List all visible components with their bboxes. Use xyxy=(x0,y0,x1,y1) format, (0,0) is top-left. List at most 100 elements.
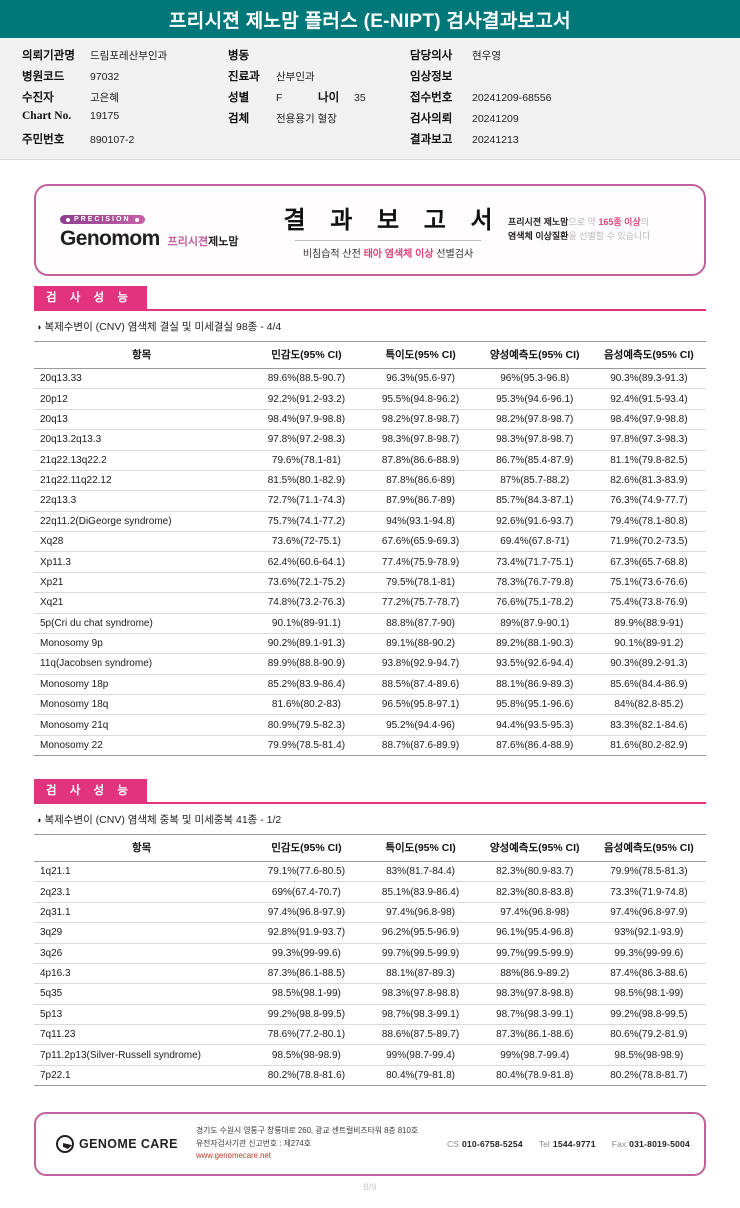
cell-value: 88.5%(87.4-89.6) xyxy=(363,674,478,696)
cell-value: 87.8%(86.6-89) xyxy=(363,470,478,492)
cell-value: 73.6%(72.1-75.2) xyxy=(249,572,364,594)
cell-value: 97.8%(97.2-98.3) xyxy=(249,429,364,451)
value-institution: 드림포레산부인과 xyxy=(90,50,168,62)
label-hospital-code: 병원코드 xyxy=(22,71,65,83)
cell-value: 96%(95.3-96.8) xyxy=(477,368,592,390)
table-row: 21q22.13q22.2 79.6%(78.1-81) 87.8%(86.6-88… xyxy=(34,450,706,471)
cell-value: 89.2%(88.1-90.3) xyxy=(477,633,592,655)
label-chart-no: Chart No. xyxy=(22,110,72,122)
cell-value: 62.4%(60.6-64.1) xyxy=(249,551,364,573)
cell-value: 93.5%(92.6-94.4) xyxy=(477,653,592,675)
table-row: 22q11.2(DiGeorge syndrome) 75.7%(74.1-77.… xyxy=(34,511,706,533)
cell-item: 21q22.13q22.2 xyxy=(34,450,250,471)
cell-value: 75.1%(73.6-76.6) xyxy=(591,572,706,594)
footer-address-line1: 경기도 수원시 영통구 창룡대로 260, 광교 센트럴비즈타워 8층 810호 xyxy=(196,1125,419,1135)
report-title-bar: 프리시젼 제노맘 플러스 (E-NIPT) 검사결과보고서 xyxy=(0,0,740,38)
table-header-row: 항목 민감도(95% CI) 특이도(95% CI) 양성예측도(95% CI)… xyxy=(34,341,706,369)
info-row-receipt-no: 접수번호 20241209-68556 xyxy=(410,89,720,110)
footer-card: GENOME CARE 경기도 수원시 영통구 창룡대로 260, 광교 센트럴… xyxy=(34,1112,706,1176)
cell-value: 79.6%(78.1-81) xyxy=(249,450,364,471)
cell-value: 72.7%(71.1-74.3) xyxy=(249,490,364,512)
section-deletions: 검 사 성 능 ◑ 복제수변이 (CNV) 염색체 결실 및 미세결실 98종 -… xyxy=(34,286,706,757)
cell-item: 3q29 xyxy=(34,922,250,944)
cell-value: 76.3%(74.9-77.7) xyxy=(591,490,706,512)
cell-value: 87.4%(86.3-88.6) xyxy=(591,963,706,985)
cell-value: 67.3%(65.7-68.8) xyxy=(591,551,706,573)
info-row-ward: 병동 xyxy=(228,47,410,68)
table-row: 5p13 99.2%(98.8-99.5) 98.7%(98.3-99.1) 98.7… xyxy=(34,1004,706,1026)
cell-value: 88.1%(87-89.3) xyxy=(363,963,478,985)
cell-value: 95.2%(94.4-96) xyxy=(363,714,478,736)
cell-value: 98.5%(98.1-99) xyxy=(591,983,706,1005)
cell-value: 95.8%(95.1-96.6) xyxy=(477,694,592,716)
cell-value: 85.6%(84.4-86.9) xyxy=(591,674,706,696)
cell-value: 97.8%(97.3-98.3) xyxy=(591,429,706,451)
side-note-disorder: 염색체 이상질환 xyxy=(508,231,569,241)
col-header-specificity: 특이도(95% CI) xyxy=(363,341,478,369)
cell-item: 5p13 xyxy=(34,1004,250,1026)
cell-value: 98.3%(97.8-98.8) xyxy=(363,983,478,1005)
cell-value: 98.5%(98-98.9) xyxy=(591,1044,706,1066)
cell-value: 90.1%(89-91.1) xyxy=(249,613,364,634)
cell-value: 99.2%(98.8-99.5) xyxy=(249,1004,364,1026)
cell-value: 90.3%(89.3-91.3) xyxy=(591,368,706,390)
footer-address-line2: 유전자검사기관 신고번호 : 제274호 xyxy=(196,1138,311,1148)
side-note-l1-light: 으로 약 xyxy=(568,217,599,228)
table-row: Monosomy 18p 85.2%(83.9-86.4) 88.5%(87.4-8… xyxy=(34,674,706,696)
badge-dot-right-icon xyxy=(134,217,139,222)
cell-value: 69.4%(67.8-71) xyxy=(477,531,592,553)
info-row-report-date: 결과보고 20241213 xyxy=(410,131,720,152)
cell-value: 99%(98.7-99.4) xyxy=(477,1044,592,1066)
cell-value: 73.6%(72-75.1) xyxy=(249,531,364,553)
label-patient-name: 수진자 xyxy=(22,92,54,104)
cell-value: 82.3%(80.8-83.8) xyxy=(477,881,592,903)
value-specimen: 전용용기 혈장 xyxy=(276,113,337,125)
cell-value: 87.9%(86.7-89) xyxy=(363,490,478,512)
col-header-sensitivity: 민감도(95% CI) xyxy=(249,341,364,369)
cell-item: Monosomy 21q xyxy=(34,714,250,736)
cell-value: 96.1%(95.4-96.8) xyxy=(477,922,592,944)
cell-value: 77.4%(75.9-78.9) xyxy=(363,551,478,573)
section-1-subtitle-row: ◑ 복제수변이 (CNV) 염색체 결실 및 미세결실 98종 - 4/4 xyxy=(36,319,706,334)
cell-item: 5q35 xyxy=(34,983,250,1005)
cell-value: 98.4%(97.9-98.8) xyxy=(591,409,706,431)
cell-value: 99.3%(99-99.6) xyxy=(249,943,364,964)
cell-value: 92.2%(91.2-93.2) xyxy=(249,388,364,410)
section-1-bullet-icon: ◑ xyxy=(36,322,42,332)
value-hospital-code: 97032 xyxy=(90,71,120,83)
value-receipt-no: 20241209-68556 xyxy=(472,92,552,104)
cell-value: 71.9%(70.2-73.5) xyxy=(591,531,706,553)
table-1-head: 항목 민감도(95% CI) 특이도(95% CI) 양성예측도(95% CI)… xyxy=(34,341,706,369)
section-2-subtitle-row: ◑ 복제수변이 (CNV) 염색체 중복 및 미세중복 41종 - 1/2 xyxy=(36,812,706,827)
cell-value: 79.4%(78.1-80.8) xyxy=(591,511,706,533)
footer-cs-value: 010-6758-5254 xyxy=(461,1139,523,1149)
label-institution: 의뢰기관명 xyxy=(22,50,75,62)
cell-value: 89.9%(88.9-91) xyxy=(591,613,706,634)
footer-website-link[interactable]: www.genomecare.net xyxy=(196,1151,271,1161)
cell-value: 93%(92.1-93.9) xyxy=(591,922,706,944)
cell-value: 93.8%(92.9-94.7) xyxy=(363,653,478,675)
cell-value: 98.7%(98.3-99.1) xyxy=(477,1004,592,1026)
cell-value: 81.6%(80.2-82.9) xyxy=(591,735,706,757)
cell-item: Monosomy 9p xyxy=(34,633,250,655)
info-row-department: 진료과 산부인과 xyxy=(228,68,410,89)
cell-item: Xp11.3 xyxy=(34,551,250,573)
cell-value: 79.9%(78.5-81.3) xyxy=(591,861,706,883)
patient-info-block: 의뢰기관명 드림포레산부인과 병원코드 97032 수진자 고은혜 Chart … xyxy=(0,38,740,160)
table-row: 22q13.3 72.7%(71.1-74.3) 87.9%(86.7-89) 85.… xyxy=(34,490,706,512)
cell-item: 5p(Cri du chat syndrome) xyxy=(34,613,250,634)
cell-item: 22q13.3 xyxy=(34,490,250,512)
cell-value: 76.6%(75.1-78.2) xyxy=(477,592,592,614)
section-2-subtitle: 복제수변이 (CNV) 염색체 중복 및 미세중복 41종 - 1/2 xyxy=(44,814,282,826)
cell-item: 20p12 xyxy=(34,388,250,410)
brand-name-korean: 프리시젼제노맘 xyxy=(168,233,239,249)
footer-tel-label: Tel xyxy=(538,1139,550,1149)
brand-kr-genomom: 제노맘 xyxy=(208,236,239,249)
cell-value: 69%(67.4-70.7) xyxy=(249,881,364,903)
precision-badge: PRECISION xyxy=(60,215,145,225)
cell-value: 78.3%(76.7-79.8) xyxy=(477,572,592,594)
report-identity-card: PRECISION Genomom 프리시젼제노맘 결 과 보 고 서 비침습적… xyxy=(34,184,706,276)
footer-tel-value: 1544-9771 xyxy=(552,1139,596,1149)
cell-value: 98.5%(98.1-99) xyxy=(249,983,364,1005)
